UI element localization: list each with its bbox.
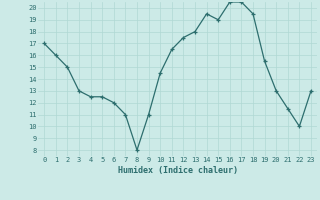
X-axis label: Humidex (Indice chaleur): Humidex (Indice chaleur) [118,166,238,175]
